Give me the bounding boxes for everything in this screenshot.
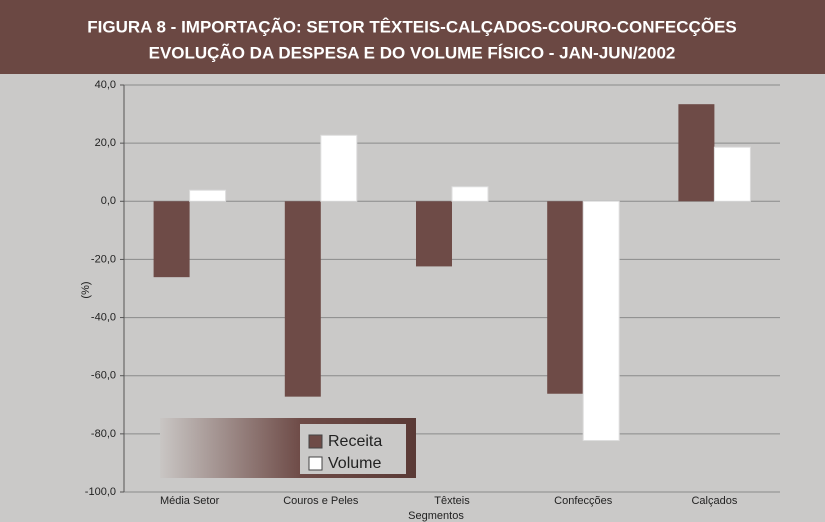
x-axis-label: Segmentos: [408, 510, 464, 522]
legend-swatch: [308, 434, 323, 449]
chart-subtitle: EVOLUÇÃO DA DESPESA E DO VOLUME FÍSICO -…: [149, 42, 676, 62]
bar: [320, 134, 358, 202]
bar: [582, 200, 620, 442]
x-tick-label: Têxteis: [434, 495, 470, 507]
header: [0, 0, 825, 74]
bar: [678, 104, 715, 202]
legend-swatch: [308, 456, 323, 471]
x-tick-label: Confecções: [554, 495, 613, 507]
bar: [713, 146, 751, 202]
bar: [547, 201, 584, 394]
chart-title: FIGURA 8 - IMPORTAÇÃO: SETOR TÊXTEIS-CAL…: [87, 16, 736, 36]
bar: [153, 201, 190, 278]
y-tick-label: -80,0: [91, 428, 116, 440]
y-tick-label: -20,0: [91, 253, 116, 265]
x-tick-label: Couros e Peles: [283, 495, 359, 507]
bar: [189, 189, 227, 202]
y-axis-label: (%): [80, 281, 92, 298]
legend-label: Receita: [328, 433, 382, 450]
bar: [416, 201, 452, 267]
y-tick-label: 20,0: [95, 137, 116, 149]
y-tick-label: -100,0: [85, 486, 116, 498]
bar: [451, 186, 489, 202]
y-tick-label: -40,0: [91, 311, 116, 323]
y-tick-label: 0,0: [101, 195, 116, 207]
y-tick-label: -60,0: [91, 370, 116, 382]
x-tick-label: Calçados: [691, 495, 737, 507]
legend-label: Volume: [328, 455, 381, 472]
x-tick-label: Média Setor: [160, 495, 220, 507]
y-tick-label: 40,0: [95, 79, 116, 91]
bar: [284, 201, 321, 397]
